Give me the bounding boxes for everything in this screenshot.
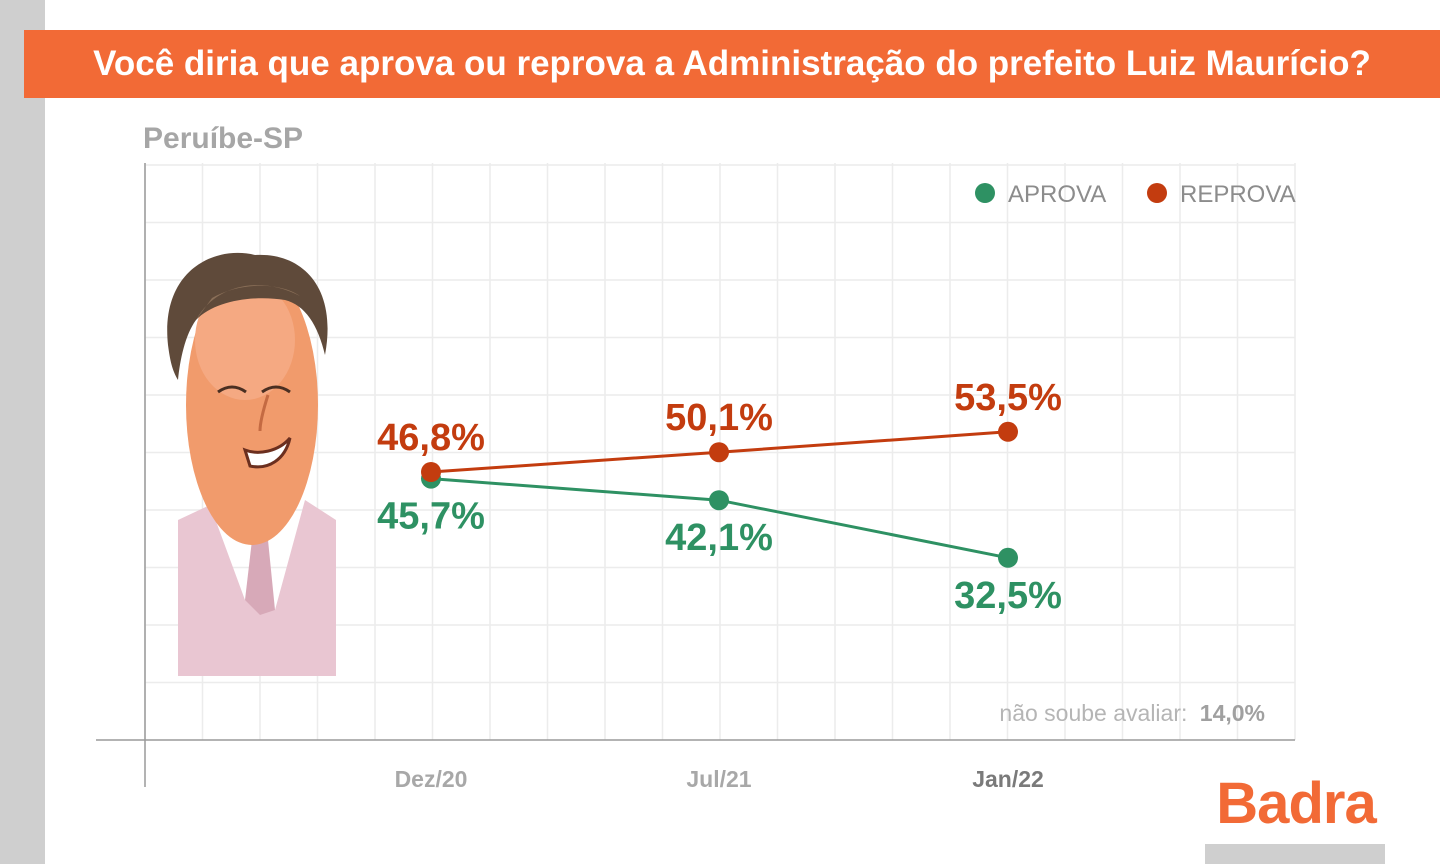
data-label-aprova: 45,7%	[377, 496, 485, 538]
note-label: não soube avaliar:	[999, 700, 1187, 726]
data-label-reprova: 50,1%	[665, 397, 773, 439]
brand-logo: Badra	[1216, 771, 1376, 836]
legend-label-reprova: REPROVA	[1180, 181, 1296, 208]
data-label-reprova: 53,5%	[954, 377, 1062, 419]
x-tick-label: Jan/22	[972, 766, 1044, 792]
series-layer	[421, 421, 1018, 568]
data-point-aprova	[709, 490, 729, 511]
data-point-reprova	[421, 462, 441, 482]
data-label-reprova: 46,8%	[377, 417, 485, 459]
data-point-aprova	[998, 547, 1018, 568]
x-axis-ticks: Dez/20 Jul/21 Jan/22	[395, 766, 1044, 792]
data-point-reprova	[709, 442, 729, 463]
chart-title: Você diria que aprova ou reprova a Admin…	[93, 44, 1371, 83]
legend: APROVA REPROVA	[975, 181, 1296, 208]
brand-underbar	[1205, 844, 1385, 864]
x-tick-label: Dez/20	[395, 766, 468, 792]
note-undecided: não soube avaliar: 14,0%	[999, 700, 1265, 726]
legend-marker-reprova	[1147, 183, 1167, 203]
note-value: 14,0%	[1200, 700, 1265, 726]
title-bar: Você diria que aprova ou reprova a Admin…	[24, 30, 1440, 98]
legend-marker-aprova	[975, 183, 995, 203]
data-labels: 45,7% 42,1% 32,5% 46,8% 50,1% 53,5%	[377, 377, 1062, 617]
data-label-aprova: 32,5%	[954, 575, 1062, 617]
data-point-reprova	[998, 421, 1018, 442]
data-label-aprova: 42,1%	[665, 517, 773, 559]
legend-label-aprova: APROVA	[1008, 181, 1106, 208]
x-tick-label: Jul/21	[686, 766, 751, 792]
chart-subtitle: Peruíbe-SP	[143, 122, 304, 155]
left-gray-strip	[0, 0, 45, 864]
caricature-illustration	[167, 252, 336, 676]
